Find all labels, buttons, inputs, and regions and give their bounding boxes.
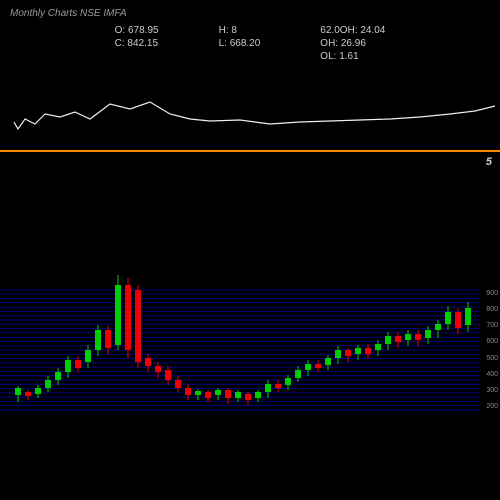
ohx-value: 26.96	[341, 38, 366, 49]
ol-value: 1.61	[339, 51, 358, 62]
sparkline-panel	[0, 84, 500, 144]
candle-svg	[0, 230, 500, 430]
l-value: 668.20	[230, 38, 261, 49]
h-label: H:	[219, 25, 229, 36]
ol-label: OL:	[320, 51, 336, 62]
o-label: O:	[115, 25, 126, 36]
orange-divider-line	[0, 150, 500, 152]
oh-label: OH:	[340, 25, 358, 36]
c-value: 842.15	[127, 38, 158, 49]
y-axis-labels: 900 800 700 600 500 400 300 200	[486, 290, 498, 410]
sparkline-svg	[0, 84, 500, 144]
ohlc-info-bar: O: 678.95 C: 842.15 H: 8 L: 668.20 62.0O…	[0, 23, 500, 64]
sparkline-line	[14, 102, 495, 129]
y-axis-tick-label: 300	[486, 387, 498, 394]
o-value: 678.95	[128, 25, 159, 36]
x-label: 62.0	[320, 25, 339, 36]
chart-title: Monthly Charts NSE IMFA	[0, 0, 500, 23]
y-axis-tick-label: 700	[486, 322, 498, 329]
candlestick-panel: 900 800 700 600 500 400 300 200	[0, 230, 500, 430]
divider-label: 5	[486, 156, 492, 168]
ohx-label: OH:	[320, 38, 338, 49]
y-axis-tick-label: 200	[486, 403, 498, 410]
c-label: C:	[115, 38, 125, 49]
y-axis-tick-label: 900	[486, 290, 498, 297]
y-axis-tick-label: 800	[486, 306, 498, 313]
h-value: 8	[231, 25, 237, 36]
y-axis-tick-label: 600	[486, 338, 498, 345]
y-axis-tick-label: 500	[486, 355, 498, 362]
l-label: L:	[219, 38, 227, 49]
oh-value: 24.04	[360, 25, 385, 36]
y-axis-tick-label: 400	[486, 371, 498, 378]
